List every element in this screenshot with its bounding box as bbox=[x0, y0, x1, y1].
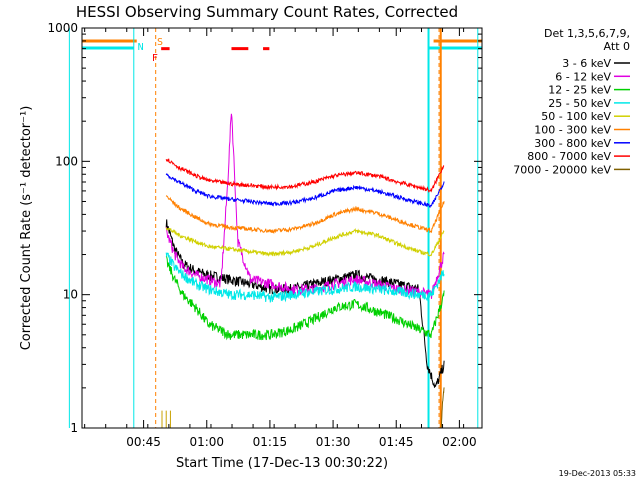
series-line-300-800-kev bbox=[165, 173, 445, 209]
legend-header-line-1: Det 1,3,5,6,7,9, bbox=[544, 27, 630, 40]
legend-label: 50 - 100 keV bbox=[541, 110, 611, 123]
y-axis-label: Corrected Count Rate (s⁻¹ detector⁻¹) bbox=[19, 106, 34, 351]
legend-label: 12 - 25 keV bbox=[548, 84, 611, 97]
series-line-3-6-kev bbox=[165, 219, 445, 388]
legend-label: 300 - 800 keV bbox=[534, 137, 611, 150]
y-tick-label: 10 bbox=[63, 288, 78, 302]
timestamp: 19-Dec-2013 05:33 bbox=[559, 469, 636, 478]
series-line-800-7000-kev bbox=[165, 158, 445, 193]
x-axis: 00:45 01:00 01:15 01:30 01:45 02:00 bbox=[84, 28, 477, 449]
x-tick-label: 00:45 bbox=[126, 435, 161, 449]
y-tick-label: 1000 bbox=[47, 21, 78, 35]
flag-label-s: S bbox=[157, 37, 163, 48]
y-tick-label: 100 bbox=[55, 154, 78, 168]
series-line-7000-20000-kev bbox=[440, 387, 445, 428]
x-tick-label: 01:30 bbox=[316, 435, 351, 449]
y-tick-label: 1 bbox=[70, 421, 78, 435]
flag-label-n: N bbox=[138, 42, 144, 53]
series-line-12-25-kev bbox=[165, 255, 445, 341]
legend-label: 7000 - 20000 keV bbox=[513, 163, 611, 176]
x-tick-label: 01:15 bbox=[253, 435, 288, 449]
x-tick-label: 01:00 bbox=[189, 435, 224, 449]
legend-label: 25 - 50 keV bbox=[548, 97, 611, 110]
chart-title: HESSI Observing Summary Count Rates, Cor… bbox=[76, 3, 458, 21]
series-line-25-50-kev bbox=[165, 252, 445, 303]
series-line-50-100-kev bbox=[165, 227, 445, 257]
legend-label: 100 - 300 keV bbox=[534, 124, 611, 137]
x-tick-label: 01:45 bbox=[379, 435, 414, 449]
series-layer bbox=[165, 113, 445, 428]
series-line-100-300-kev bbox=[165, 194, 445, 234]
y-axis: 1 10 100 1000 bbox=[47, 21, 482, 435]
x-tick-label: 02:00 bbox=[442, 435, 477, 449]
legend-header-line-2: Att 0 bbox=[604, 40, 630, 53]
legend-label: 800 - 7000 keV bbox=[527, 150, 611, 163]
x-axis-label: Start Time (17-Dec-13 00:30:22) bbox=[176, 456, 388, 471]
legend-label: 3 - 6 keV bbox=[562, 57, 611, 70]
legend-label: 6 - 12 keV bbox=[555, 70, 611, 83]
plot-frame bbox=[81, 27, 483, 429]
flag-label-f: F bbox=[152, 53, 158, 64]
